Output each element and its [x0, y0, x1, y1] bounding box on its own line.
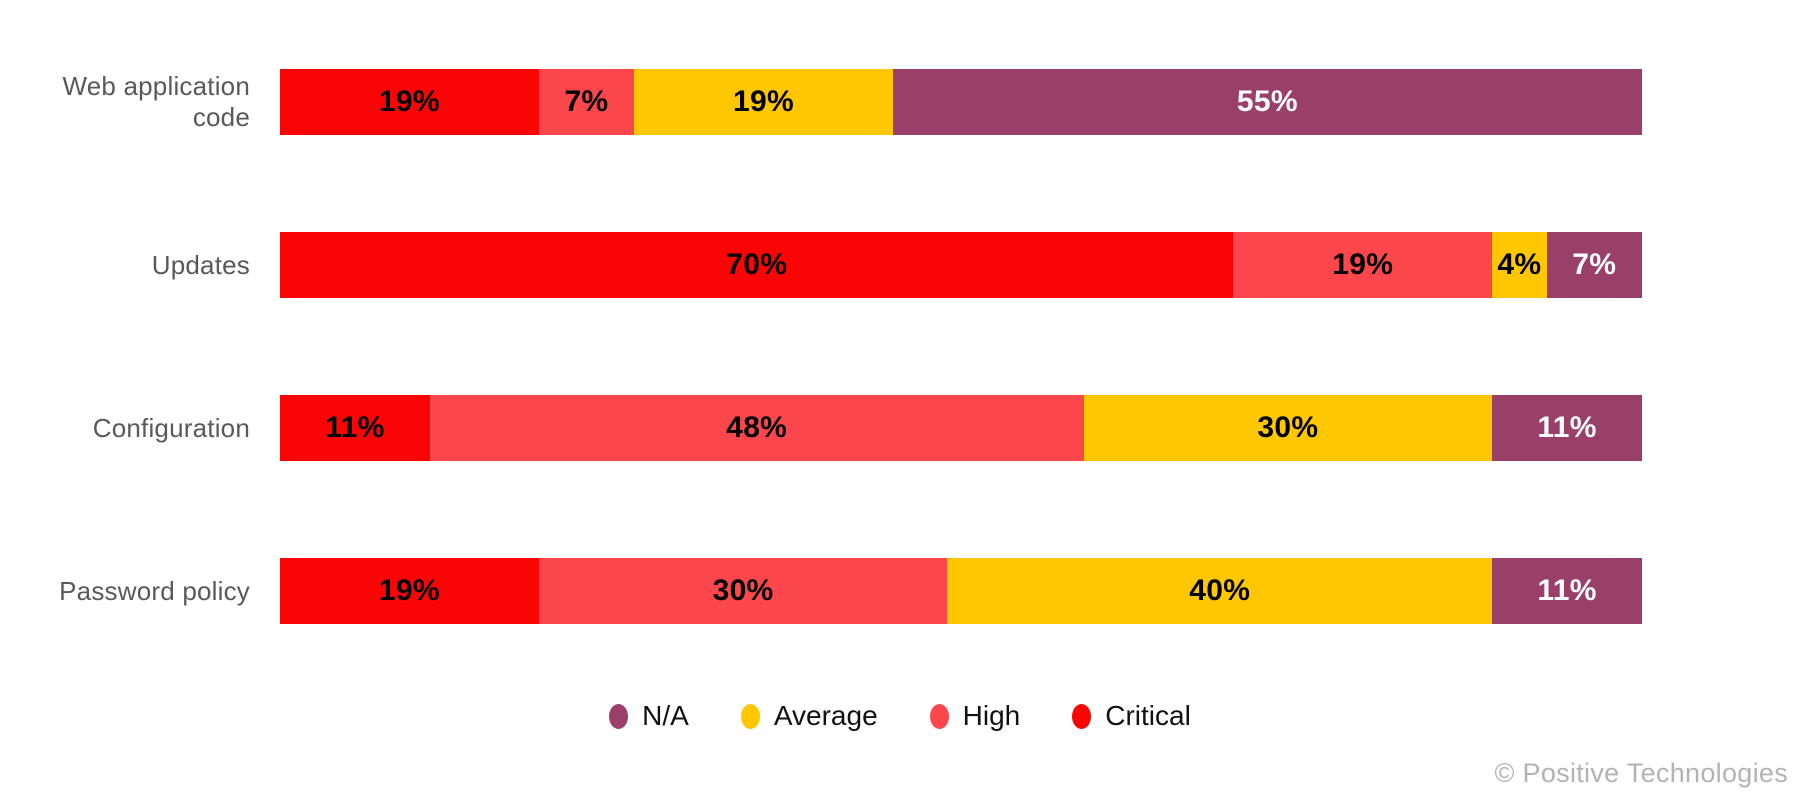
bar-value-label: 19%	[378, 85, 440, 118]
legend-dot-icon	[609, 703, 629, 729]
bar-segment-na: 7%	[1546, 232, 1642, 298]
legend-item-high: High	[929, 700, 1021, 732]
category-label: Password policy	[59, 575, 250, 606]
bar-segment-high: 19%	[1233, 232, 1493, 298]
legend-label: N/A	[642, 700, 689, 731]
bar-segment-critical: 19%	[280, 558, 539, 624]
bar-segment-critical: 11%	[280, 395, 430, 461]
bar-value-label: 4%	[1497, 248, 1542, 281]
bar-row: Password policy 19% 30% 40% 11%	[0, 558, 1642, 624]
bar-segment-high: 48%	[429, 395, 1084, 461]
legend-label: High	[962, 700, 1021, 731]
stacked-bar: 70% 19% 4% 7%	[280, 232, 1642, 298]
stacked-bar: 19% 30% 40% 11%	[280, 558, 1642, 624]
bar-value-label: 19%	[378, 574, 440, 607]
chart-legend: N/A Average High Critical	[0, 700, 1800, 732]
bar-value-label: 7%	[564, 85, 609, 118]
bar-value-label: 11%	[1537, 411, 1597, 444]
legend-item-critical: Critical	[1072, 700, 1191, 732]
bar-value-label: 30%	[1257, 411, 1319, 444]
bar-value-label: 11%	[325, 411, 385, 444]
category-label: Web application code	[62, 71, 250, 132]
legend-item-na: N/A	[609, 700, 689, 732]
bar-segment-high: 7%	[538, 69, 635, 135]
bar-value-label: 55%	[1236, 85, 1298, 118]
bar-segment-na: 11%	[1492, 558, 1642, 624]
bar-value-label: 40%	[1189, 574, 1251, 607]
bar-row: Web application code 19% 7% 19% 55%	[0, 69, 1642, 135]
bar-row: Updates 70% 19% 4% 7%	[0, 232, 1642, 298]
bar-value-label: 11%	[1537, 574, 1597, 607]
stacked-bar: 19% 7% 19% 55%	[280, 69, 1642, 135]
legend-item-average: Average	[740, 700, 878, 732]
legend-dot-icon	[1072, 703, 1092, 729]
bar-value-label: 70%	[726, 248, 788, 281]
bar-row: Configuration 11% 48% 30% 11%	[0, 395, 1642, 461]
bar-value-label: 7%	[1572, 248, 1617, 281]
stacked-bar: 11% 48% 30% 11%	[280, 395, 1642, 461]
copyright-text: © Positive Technologies	[1494, 758, 1788, 788]
category-label: Updates	[151, 249, 250, 280]
bar-segment-average: 40%	[947, 558, 1493, 624]
bar-segment-average: 30%	[1083, 395, 1493, 461]
legend-dot-icon	[929, 703, 949, 729]
bar-segment-average: 4%	[1492, 232, 1547, 298]
chart-rows: Web application code 19% 7% 19% 55% Updates 70…	[0, 69, 1642, 624]
bar-segment-critical: 19%	[280, 69, 539, 135]
legend-dot-icon	[740, 703, 760, 729]
legend-label: Critical	[1105, 700, 1191, 731]
bar-segment-critical: 70%	[280, 232, 1234, 298]
bar-value-label: 48%	[726, 411, 788, 444]
legend-label: Average	[773, 700, 878, 731]
bar-segment-average: 19%	[634, 69, 893, 135]
category-label: Configuration	[92, 412, 250, 443]
bar-value-label: 19%	[1332, 248, 1394, 281]
bar-value-label: 19%	[733, 85, 794, 118]
bar-segment-na: 11%	[1492, 395, 1642, 461]
bar-value-label: 30%	[712, 574, 774, 607]
bar-segment-high: 30%	[538, 558, 948, 624]
bar-segment-na: 55%	[892, 69, 1642, 135]
